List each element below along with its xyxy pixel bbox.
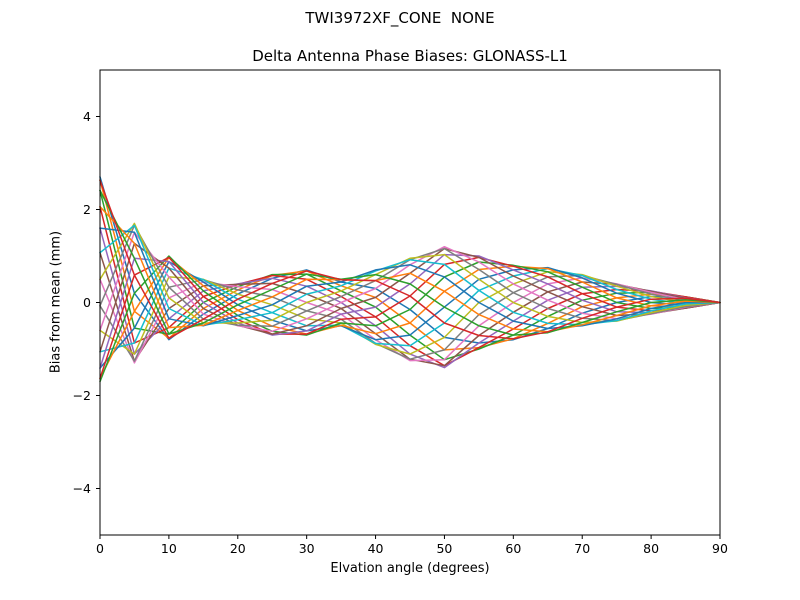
x-tick-label: 90 [712, 541, 728, 556]
x-axis-label: Elvation angle (degrees) [330, 561, 490, 576]
series-line-s23 [99, 189, 721, 336]
x-tick-label: 40 [368, 541, 384, 556]
figure-title: TWI3972XF_CONE NONE [305, 9, 495, 27]
x-tick-label: 20 [230, 541, 246, 556]
series-line-s12 [99, 256, 721, 380]
y-axis-label: Bias from mean (mm) [48, 230, 64, 374]
y-tick-label: 4 [83, 109, 91, 124]
x-tick-label: 80 [643, 541, 659, 556]
y-tick-label: 0 [83, 295, 91, 310]
x-tick-label: 0 [96, 541, 104, 556]
x-tick-label: 60 [505, 541, 521, 556]
y-tick-label: −4 [73, 481, 91, 496]
series-line-s10 [99, 267, 721, 353]
series-line-s05 [99, 227, 721, 369]
series-line-s13 [99, 255, 721, 383]
y-tick-label: −2 [73, 388, 91, 403]
series-line-s11 [99, 260, 721, 369]
series-line-s24 [99, 179, 721, 340]
x-tick-label: 50 [436, 541, 452, 556]
x-tick-label: 30 [299, 541, 315, 556]
y-tick-label: 2 [83, 202, 91, 217]
axes-title: Delta Antenna Phase Biases: GLONASS-L1 [252, 47, 568, 65]
x-tick-label: 70 [574, 541, 590, 556]
x-tick-label: 10 [161, 541, 177, 556]
series-line-s22 [99, 205, 721, 333]
